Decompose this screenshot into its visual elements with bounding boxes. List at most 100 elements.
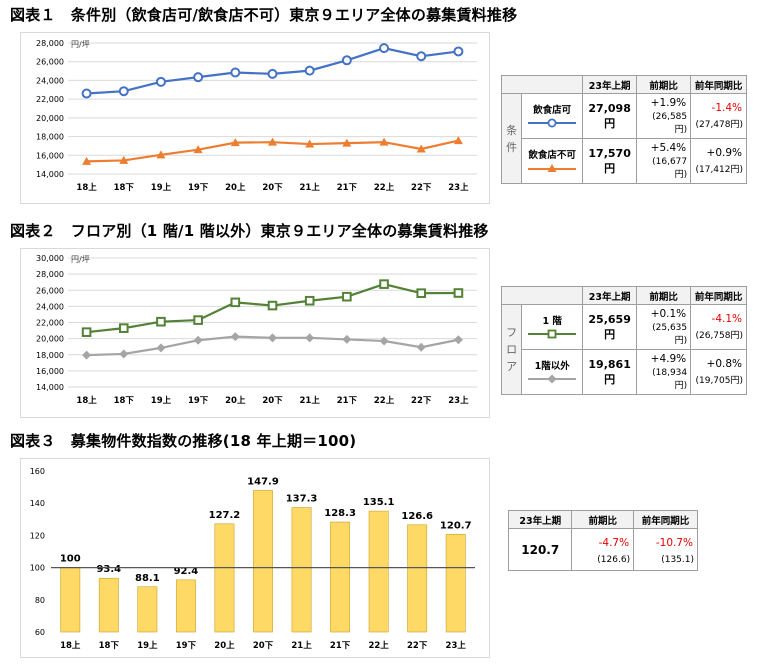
x-tick-label: 20上 — [214, 640, 235, 651]
y-tick-label: 20,000 — [36, 114, 64, 123]
y-tick-label: 22,000 — [36, 95, 64, 104]
bar — [253, 490, 273, 633]
x-tick-label: 21下 — [330, 641, 351, 651]
table2-header-period: 23年上期 — [582, 286, 638, 305]
y-tick-label: 30,000 — [36, 254, 64, 263]
chart3-title: 図表３ 募集物件数指数の推移(18 年上期＝100) — [10, 432, 357, 450]
data-point — [379, 137, 389, 146]
chart2-container: 14,000 16,000 18,000 20,000 22,000 24,000 26,0… — [20, 248, 490, 418]
x-tick-label: 22上 — [374, 182, 395, 193]
data-point — [119, 155, 129, 164]
table1-row1-label: 飲食店可 — [521, 93, 584, 139]
data-label: 127.2 — [209, 510, 241, 521]
data-point — [305, 139, 315, 148]
data-point — [118, 323, 129, 333]
table3-value: 120.7 — [507, 528, 573, 571]
data-point — [156, 150, 166, 159]
data-label: 120.7 — [440, 520, 472, 531]
bar — [60, 567, 81, 633]
data-point — [416, 144, 426, 153]
y-tick-label: 26,000 — [36, 58, 64, 67]
x-tick-label: 18上 — [60, 640, 81, 651]
x-tick-label: 22上 — [374, 395, 395, 406]
data-point — [342, 138, 352, 147]
data-point — [341, 55, 352, 66]
bar — [291, 507, 312, 633]
data-point — [193, 335, 203, 345]
data-point — [304, 295, 315, 306]
data-point — [342, 334, 352, 344]
table1-row1-value: 27,098円 — [582, 93, 638, 139]
data-point — [416, 342, 426, 352]
y-tick-label: 28,000 — [36, 39, 64, 48]
data-point — [379, 279, 389, 289]
table2-row2-yoy: +0.8% (19,705円) — [690, 349, 747, 395]
x-tick-label: 19下 — [176, 641, 197, 651]
table2-header-yoy: 前年同期比 — [690, 286, 747, 305]
y-tick-label: 160 — [30, 467, 45, 476]
x-tick-label: 21下 — [337, 396, 358, 406]
table1-row2-label: 飲食店不可 — [521, 138, 584, 184]
legend-triangle-icon — [528, 164, 577, 172]
table1-row2-qoq: +5.4% (16,677円) — [636, 138, 692, 184]
bar — [175, 579, 196, 633]
table1-header-yoy: 前年同期比 — [690, 75, 747, 94]
x-tick-label: 18上 — [76, 182, 97, 193]
data-point — [268, 137, 277, 146]
x-tick-label: 20下 — [253, 641, 274, 651]
table1-row2-yoy: +0.9% (17,412円) — [690, 138, 747, 184]
data-label: 147.9 — [247, 476, 279, 487]
y-tick-label: 24,000 — [36, 76, 64, 85]
data-point — [156, 343, 166, 353]
table2-summary: 23年上期 前期比 前年同期比 フロア 1 階 25,659円 +0.1% (25… — [500, 286, 747, 395]
table1-row1-yoy: -1.4% (27,478円) — [690, 93, 747, 139]
table2-row1-label: 1 階 — [521, 304, 584, 350]
data-point — [82, 350, 92, 360]
data-point — [193, 72, 204, 83]
table2-header-qoq: 前期比 — [636, 286, 692, 305]
table3-header-qoq: 前期比 — [571, 510, 635, 529]
table3-qoq: -4.7% (126.6) — [571, 528, 635, 571]
x-tick-label: 20下 — [262, 183, 283, 193]
x-tick-label: 18下 — [114, 396, 135, 406]
data-point — [82, 156, 92, 165]
legend-diamond-icon — [528, 374, 577, 384]
x-tick-label: 18上 — [76, 395, 97, 406]
data-point — [267, 68, 278, 79]
x-tick-label: 20上 — [225, 395, 246, 406]
data-point — [304, 65, 315, 76]
y-tick-label: 28,000 — [36, 270, 64, 279]
data-label: 92.4 — [174, 566, 199, 577]
table2-row2-qoq: +4.9% (18,934円) — [636, 349, 692, 395]
x-tick-label: 22上 — [368, 640, 389, 651]
data-point — [453, 335, 463, 345]
bar — [98, 577, 119, 633]
table2-row2-value: 19,861円 — [582, 349, 638, 395]
data-label: 126.6 — [401, 511, 433, 522]
data-point — [118, 86, 129, 97]
data-label: 88.1 — [135, 573, 160, 584]
table1-side-label: 条件 — [500, 93, 523, 184]
data-point — [230, 332, 240, 342]
y-tick-label: 26,000 — [36, 286, 64, 295]
x-tick-label: 23上 — [446, 640, 467, 651]
table3-yoy: -10.7% (135.1) — [633, 528, 698, 571]
data-point — [193, 315, 203, 325]
y-tick-label: 120 — [30, 531, 45, 540]
chart2-svg: 14,000 16,000 18,000 20,000 22,000 24,000 26,0… — [36, 254, 477, 406]
data-point — [379, 43, 390, 54]
chart3-container: 60 80 100 120 140 160 100 18上 93.4 18下 88.1 19上 92.4… — [20, 458, 490, 658]
y-tick-label: 100 — [30, 564, 45, 573]
table2-row1-value: 25,659円 — [582, 304, 638, 350]
chart1-title: 図表１ 条件別（飲食店可/飲食店不可）東京９エリア全体の募集賃料推移 — [10, 6, 518, 24]
x-tick-label: 19上 — [151, 182, 172, 193]
table2-row1-qoq: +0.1% (25,635円) — [636, 304, 692, 350]
data-point — [81, 327, 92, 337]
data-point — [193, 145, 203, 154]
legend-square-icon — [528, 329, 577, 339]
table1-header-qoq: 前期比 — [636, 75, 692, 94]
x-tick-label: 22下 — [411, 183, 432, 193]
table1-header-period: 23年上期 — [582, 75, 638, 94]
y-tick-label: 60 — [35, 628, 45, 637]
bar — [137, 586, 158, 633]
